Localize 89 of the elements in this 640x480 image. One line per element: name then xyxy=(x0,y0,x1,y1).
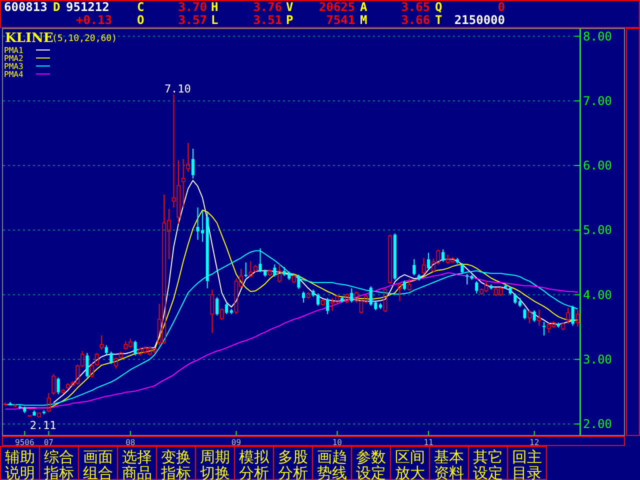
y-tick-label: 4.00 xyxy=(583,288,612,302)
button: 参数设定 xyxy=(351,446,391,480)
candlestick xyxy=(86,352,89,378)
legend-label: PMA4 xyxy=(4,70,24,79)
text: O xyxy=(137,13,144,27)
candlestick xyxy=(378,302,382,310)
text: H xyxy=(211,0,218,14)
chart-title: KLINE xyxy=(5,31,54,46)
button: 回主目录 xyxy=(507,446,547,480)
y-tick-label: 8.00 xyxy=(583,29,612,44)
candlestick xyxy=(191,148,194,179)
candlestick xyxy=(412,258,416,276)
candlestick xyxy=(186,142,190,172)
text: 3.57 xyxy=(178,13,207,27)
button: 其它设定 xyxy=(468,446,508,480)
annotation: 7.10 xyxy=(164,82,191,96)
candlestick xyxy=(350,288,354,304)
y-tick-label: 6.00 xyxy=(583,158,612,173)
button: 辅助说明 xyxy=(0,446,40,480)
legend-label: PMA1 xyxy=(4,46,24,55)
candlestick xyxy=(340,296,344,304)
button: 综合指标 xyxy=(39,446,79,480)
candlestick xyxy=(244,262,248,278)
text: A xyxy=(360,0,368,14)
text: 0 xyxy=(498,0,505,14)
text: 3.65 xyxy=(401,0,430,14)
candlestick xyxy=(537,309,542,326)
annotation: 2.11 xyxy=(30,418,56,432)
button: 区间放大 xyxy=(390,446,430,480)
button: 画趋势线 xyxy=(312,446,352,480)
x-tick-label: 07 xyxy=(44,438,54,447)
candlestick xyxy=(134,340,137,356)
candlestick xyxy=(441,249,444,262)
text: Q xyxy=(435,0,442,14)
button: 变换指标 xyxy=(156,446,196,480)
button: 基本资料 xyxy=(429,446,469,480)
candlestick xyxy=(518,297,522,308)
candlestick xyxy=(181,158,186,208)
candlestick xyxy=(475,280,478,294)
y-tick-label: 5.00 xyxy=(583,223,612,238)
candlestick xyxy=(326,297,330,315)
text: 3.70 xyxy=(178,0,207,14)
y-tick-label: 2.00 xyxy=(583,417,612,432)
y-tick-label: 3.00 xyxy=(583,352,612,366)
button: 多股分析 xyxy=(273,446,313,480)
candlestick xyxy=(201,210,204,242)
text: (5,10,20,60) xyxy=(52,34,118,44)
text: 3.66 xyxy=(401,13,430,27)
x-tick-label: 10 xyxy=(332,438,342,447)
x-tick-label: 09 xyxy=(231,438,242,447)
candlestick xyxy=(470,274,474,280)
text: 2150000 xyxy=(454,13,505,27)
button: 模拟分析 xyxy=(234,446,274,480)
button: 选择商品 xyxy=(117,446,157,480)
legend-label: PMA3 xyxy=(4,62,24,71)
button: 画面组合 xyxy=(78,446,118,480)
text: 3.51 xyxy=(253,13,282,27)
candlestick xyxy=(460,262,464,274)
text: T xyxy=(435,13,442,27)
x-tick-label: 11 xyxy=(424,438,434,447)
text: 600813 xyxy=(4,0,48,14)
legend-label: PMA2 xyxy=(4,54,24,63)
candlestick xyxy=(196,207,200,240)
candlestick xyxy=(56,376,60,395)
candlestick xyxy=(210,289,214,334)
line-series xyxy=(53,180,578,404)
text: M xyxy=(360,13,368,27)
button: 周期切换 xyxy=(195,446,235,480)
x-tick-label: 9506 xyxy=(15,438,34,447)
text: 3.76 xyxy=(253,0,282,14)
line-series xyxy=(4,272,578,410)
candlestick xyxy=(110,351,113,364)
x-tick-label: 08 xyxy=(126,438,136,447)
text: D xyxy=(53,0,60,14)
text: V xyxy=(286,0,294,14)
candlestick xyxy=(514,292,517,304)
candlestick xyxy=(571,305,574,326)
text: +0.13 xyxy=(76,13,112,27)
x-tick-label: 12 xyxy=(530,438,540,447)
text: L xyxy=(211,13,218,27)
text: 7541 xyxy=(326,13,355,27)
text: 951212 xyxy=(66,0,110,14)
text: 20625 xyxy=(318,0,355,14)
y-tick-label: 7.00 xyxy=(583,94,612,108)
candlestick xyxy=(302,291,306,304)
text: P xyxy=(286,13,294,27)
text: C xyxy=(137,0,144,14)
candlestick xyxy=(297,274,300,290)
candlestick xyxy=(37,412,41,418)
